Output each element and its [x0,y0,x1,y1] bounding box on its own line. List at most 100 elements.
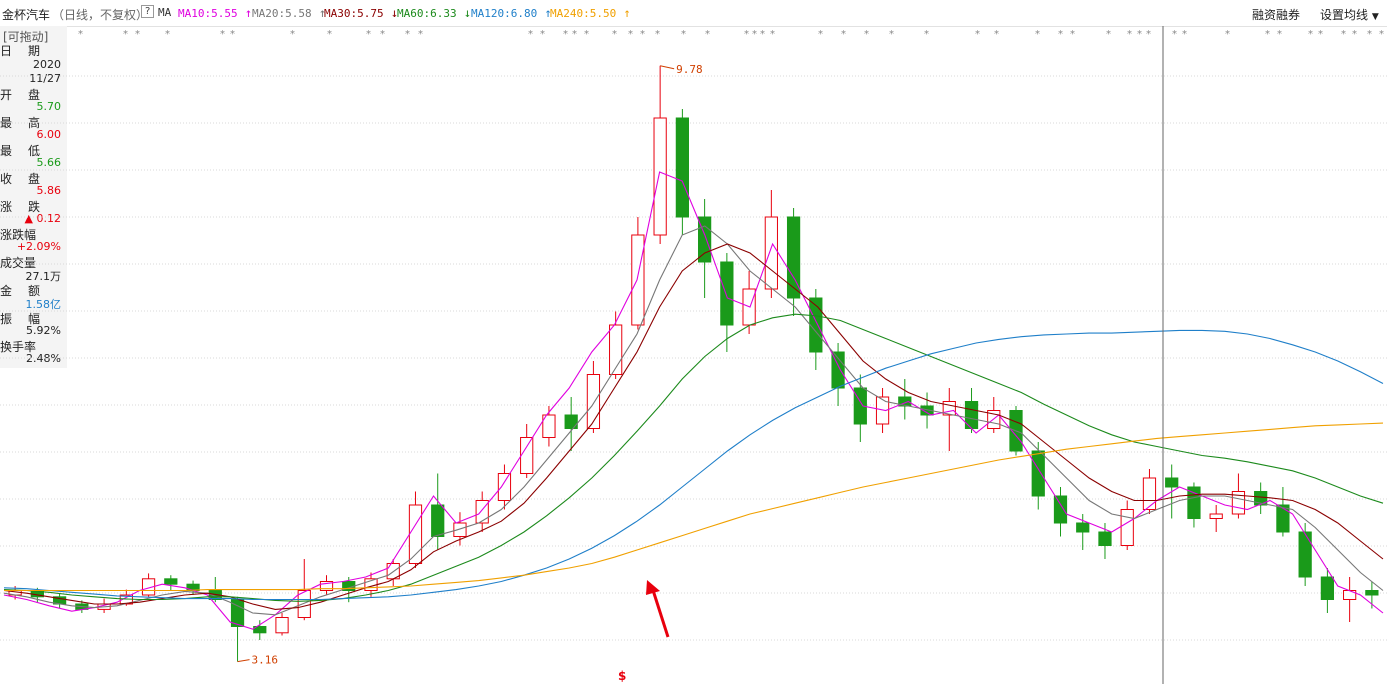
ma-legend-item: MA120:6.80 ↑ [471,6,552,20]
close-value: 5.86 [36,184,62,197]
min-price-label: 3.16 [252,654,279,667]
event-star-marker: * [1341,29,1346,40]
date-label: 日 期 [0,44,43,58]
ma-legend-value: MA240:5.50 [550,7,617,20]
candle-body [453,522,467,537]
event-star-marker: * [752,29,757,40]
candle-body [764,216,778,290]
help-icon[interactable]: ? [141,5,155,18]
ma-line-ma20 [3,225,1384,616]
annotation-arrow-head [646,580,660,595]
candle-body [1076,522,1090,533]
high-label: 最 高 [0,116,43,130]
change-value: ▲ 0.12 [24,212,61,225]
event-star-marker: * [405,29,410,40]
chart-mode-label: （日线，不复权） [52,8,149,22]
annotation-arrow-shaft [650,586,670,638]
amplitude-label: 振 幅 [0,312,43,326]
triangle-down-icon: ▼ [1371,12,1379,22]
event-star-marker: * [705,29,710,40]
event-star-marker: * [924,29,929,40]
event-star-marker: * [290,29,295,40]
event-star-marker: * [681,29,686,40]
event-star-marker: * [123,29,128,40]
amount-value: 1.58亿 [25,298,62,311]
ma-legend-item: MA240:5.50 ↑ [550,6,631,20]
event-star-marker: * [540,29,545,40]
event-star-marker: * [1035,29,1040,40]
candle-body [586,374,601,429]
candle-body [1165,477,1179,488]
candle-body [542,414,556,438]
event-star-marker: * [864,29,869,40]
ma-legend-item: MA20:5.58 ↑ [252,6,326,20]
candle-body [1142,477,1157,510]
event-star-marker: * [230,29,235,40]
candle-body [1320,576,1335,600]
drag-handle-label[interactable]: [可拖动] [3,30,49,44]
arrow-up-icon: ↑ [616,6,631,20]
event-star-marker: * [841,29,846,40]
event-star-marker: * [1318,29,1323,40]
candle-body [520,437,534,474]
event-star-marker: * [366,29,371,40]
margin-trading-menu[interactable]: 融资融券 [1252,8,1301,22]
ma-legend-value: MA120:6.80 [471,7,538,20]
ma-settings-label: 设置均线 [1320,8,1369,22]
event-star-marker: * [1137,29,1142,40]
candle-body [831,351,845,389]
event-star-marker: * [640,29,645,40]
candle-body [275,617,289,634]
chart-header-bar: 金杯汽车 （日线，不复权） ? MA MA10:5.55 ↑ MA20:5.58 … [0,0,1387,27]
candle-body [1031,450,1045,497]
ma-line-ma10 [3,171,1384,630]
candle-body [1053,495,1068,524]
volume-label: 成交量 [0,256,37,270]
volume-value: 27.1万 [25,270,62,283]
ma-label: MA [158,6,172,19]
event-star-marker: * [1367,29,1372,40]
event-star-marker: * [1127,29,1132,40]
arrow-up-icon: ↑ [237,6,253,20]
event-star-marker: * [612,29,617,40]
event-star-marker: * [1058,29,1063,40]
event-star-marker: * [572,29,577,40]
event-star-marker: * [528,29,533,40]
kline-chart[interactable]: * * * * * * * * * * * * * * * * * * * * * * * * * * * * * * * * * * * * * * * *… [0,26,1387,684]
max-price-label: 9.78 [676,63,703,76]
turnover-label: 换手率 [0,340,37,354]
low-label: 最 低 [0,144,43,158]
event-star-marker: * [380,29,385,40]
candle-body [1098,531,1112,546]
event-star-marker: * [1225,29,1230,40]
candle-body [631,234,645,326]
arrow-up-icon: ↑ [537,6,552,20]
ma-legend-value: MA20:5.58 [252,7,312,20]
event-star-marker: * [889,29,894,40]
ma-line-ma120 [3,329,1384,601]
amplitude-value: 5.92% [26,324,61,337]
ma-legend-value: MA10:5.55 [178,7,238,20]
event-star-marker: * [78,29,83,40]
open-value: 5.70 [36,100,62,113]
event-star-marker: * [1308,29,1313,40]
turnover-value: 2.48% [26,352,61,365]
event-star-marker: * [1352,29,1357,40]
event-star-marker: * [1146,29,1151,40]
event-marker: $ [618,669,627,683]
candle-body [319,581,334,591]
ma-settings-menu[interactable]: 设置均线 ▼ [1320,6,1379,23]
high-value: 6.00 [36,128,62,141]
candle-body [1209,513,1223,519]
ma-line-ma60 [3,313,1384,602]
pct-label: 涨跌幅 [0,228,37,242]
candle-body [1187,486,1201,519]
ma-legend-value: MA30:5.75 [324,7,384,20]
candle-body [1254,491,1268,506]
event-star-marker: * [818,29,823,40]
candle-body [653,117,667,236]
candle-body [253,626,267,634]
close-label: 收 盘 [0,172,43,186]
ma-legend-item: MA30:5.75 ↓ [324,6,398,20]
event-star-marker: * [655,29,660,40]
